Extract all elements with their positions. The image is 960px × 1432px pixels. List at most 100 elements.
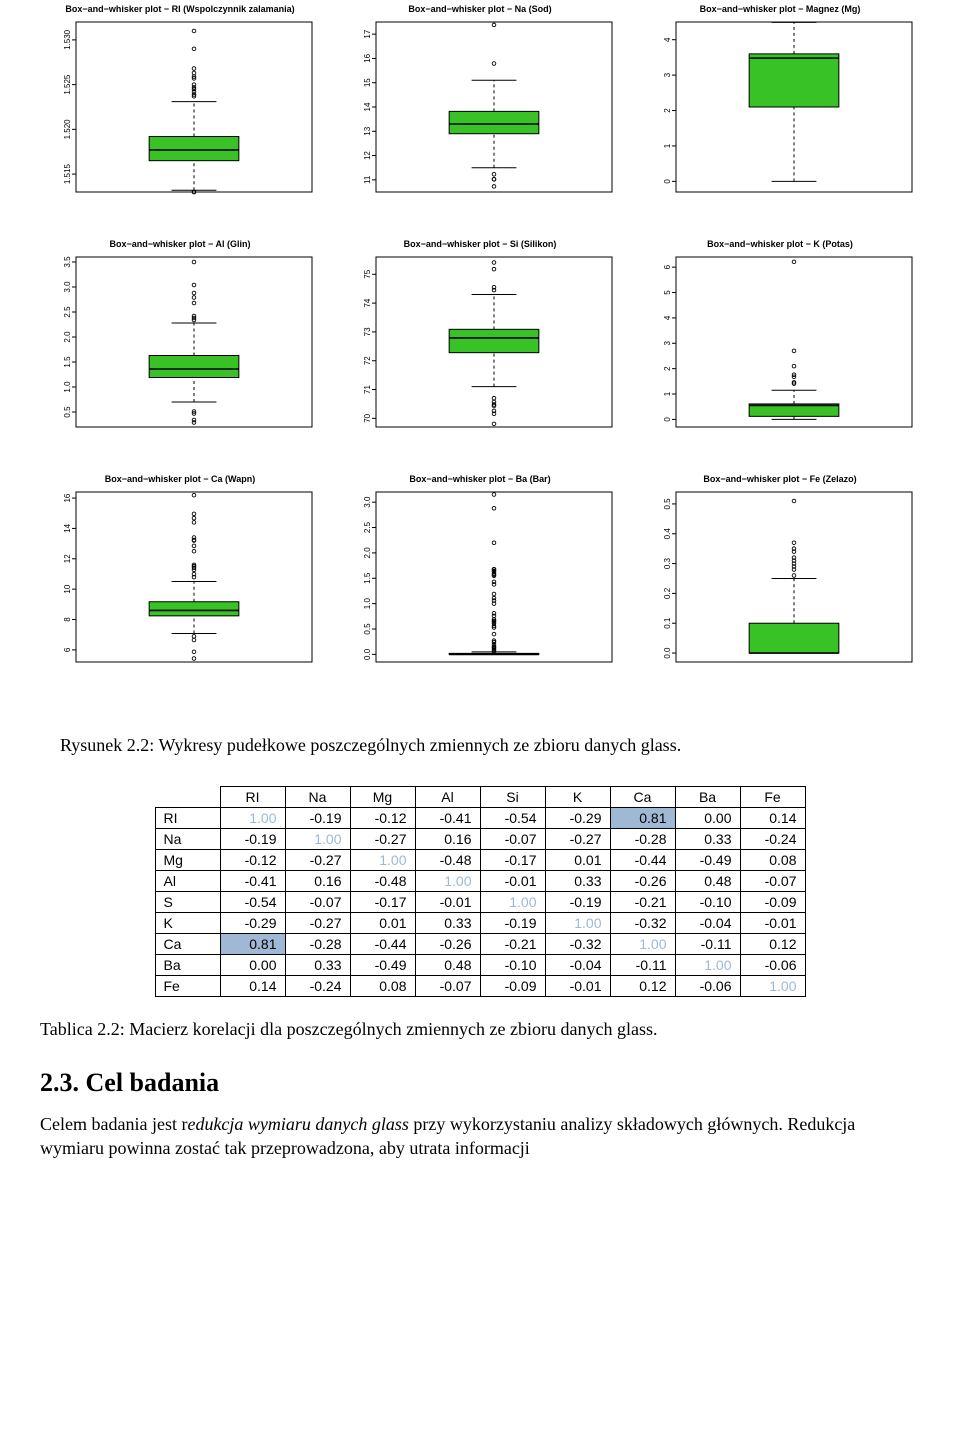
plot-tick-label: 1.0: [363, 598, 372, 610]
table-col-header: Mg: [350, 787, 415, 808]
plot-outlier: [492, 267, 496, 271]
plot-tick-label: 71: [363, 385, 372, 394]
table-cell: -0.17: [350, 892, 415, 913]
plot-outlier: [492, 422, 496, 426]
plot-tick-label: 2.0: [63, 331, 72, 343]
plot-tick-label: 0: [663, 417, 672, 422]
plot-outlier: [192, 283, 196, 287]
plot-tick-label: 0.4: [663, 528, 672, 540]
plot-outlier: [192, 544, 196, 548]
plot-tick-label: 70: [363, 413, 372, 422]
table-cell: -0.17: [480, 850, 545, 871]
plot-outlier: [192, 549, 196, 553]
plot-tick-label: 12: [63, 554, 72, 563]
table-row: RI1.00-0.19-0.12-0.41-0.54-0.290.810.000…: [155, 808, 805, 829]
table-cell: 1.00: [350, 850, 415, 871]
plot-title: Box−and−whisker plot − Na (Sod): [408, 4, 551, 14]
table-col-header: K: [545, 787, 610, 808]
table-cell: -0.41: [415, 808, 480, 829]
table-cell: -0.19: [285, 808, 350, 829]
table-header-row: RINaMgAlSiKCaBaFe: [155, 787, 805, 808]
table-cell: -0.49: [675, 850, 740, 871]
table-row-header: Ba: [155, 955, 220, 976]
plot-title: Box−and−whisker plot − K (Potas): [707, 239, 853, 249]
plot-tick-label: 0.5: [363, 623, 372, 635]
table-col-header: Ca: [610, 787, 675, 808]
table-cell: 0.12: [610, 976, 675, 997]
table-row-header: Ca: [155, 934, 220, 955]
plot-outlier: [492, 506, 496, 510]
plot-box: [449, 329, 539, 352]
plot-tick-label: 73: [363, 327, 372, 336]
table-col-header: RI: [220, 787, 285, 808]
table-row: Na-0.191.00-0.270.16-0.07-0.27-0.280.33-…: [155, 829, 805, 850]
table-cell: -0.07: [740, 871, 805, 892]
plot-outlier: [492, 580, 496, 584]
table-row: Fe0.14-0.240.08-0.07-0.09-0.010.12-0.061…: [155, 976, 805, 997]
table-row-header: K: [155, 913, 220, 934]
plot-tick-label: 0.5: [663, 498, 672, 510]
table-cell: -0.29: [220, 913, 285, 934]
table-cell: 0.14: [220, 976, 285, 997]
table-cell: 0.48: [675, 871, 740, 892]
plot-title: Box−and−whisker plot − Ba (Bar): [409, 474, 550, 484]
plot-tick-label: 74: [363, 298, 372, 307]
plot-tick-label: 2.5: [363, 521, 372, 533]
plot-outlier: [792, 574, 796, 578]
table-cell: -0.11: [675, 934, 740, 955]
table-cell: -0.32: [610, 913, 675, 934]
section-title: Cel badania: [86, 1068, 220, 1097]
table-row: Al-0.410.16-0.481.00-0.010.33-0.260.48-0…: [155, 871, 805, 892]
plot-title: Box−and−whisker plot − Magnez (Mg): [700, 4, 861, 14]
table-cell: -0.21: [480, 934, 545, 955]
plot-outlier: [192, 638, 196, 642]
table-col-header: Al: [415, 787, 480, 808]
plot-tick-label: 0.1: [663, 617, 672, 629]
table-cell: 0.16: [415, 829, 480, 850]
plot-box: [749, 54, 839, 107]
plot-title: Box−and−whisker plot − Fe (Zelazo): [703, 474, 856, 484]
plot-tick-label: 14: [363, 102, 372, 111]
table-col-header: Na: [285, 787, 350, 808]
table-cell: -0.06: [675, 976, 740, 997]
table-col-header: Ba: [675, 787, 740, 808]
plot-tick-label: 1.5: [363, 572, 372, 584]
table-cell: -0.07: [415, 976, 480, 997]
table-cell: -0.19: [545, 892, 610, 913]
table-cell: 0.48: [415, 955, 480, 976]
table-cell: -0.27: [285, 850, 350, 871]
plot-tick-label: 0.0: [663, 647, 672, 659]
table-row-header: Al: [155, 871, 220, 892]
paragraph-text-pre: Celem badania jest r: [40, 1114, 187, 1134]
table-cell: 0.16: [285, 871, 350, 892]
table-cell: -0.44: [350, 934, 415, 955]
table-corner: [155, 787, 220, 808]
table-cell: 0.33: [415, 913, 480, 934]
plot-outlier: [792, 499, 796, 503]
plot-outlier: [492, 632, 496, 636]
plot-outlier: [192, 512, 196, 516]
plot-outlier: [192, 657, 196, 661]
table-cell: 1.00: [480, 892, 545, 913]
plot-tick-label: 16: [363, 53, 372, 62]
plot-outlier: [492, 62, 496, 66]
boxplot-grid: Box−and−whisker plot − RI (Wspolczynnik …: [40, 0, 920, 675]
plot-frame: [76, 492, 312, 662]
table-cell: -0.54: [220, 892, 285, 913]
plot-outlier: [192, 260, 196, 264]
plot-outlier: [492, 592, 496, 596]
table-cell: -0.19: [480, 913, 545, 934]
plot-tick-label: 2: [663, 366, 672, 371]
paragraph-text-italic: edukcja wymiaru danych glass: [187, 1114, 408, 1134]
table-cell: 1.00: [415, 871, 480, 892]
table-cell: -0.10: [675, 892, 740, 913]
table-row-header: Fe: [155, 976, 220, 997]
table-cell: -0.29: [545, 808, 610, 829]
plot-tick-label: 4: [663, 37, 672, 42]
table-cell: -0.48: [415, 850, 480, 871]
plot-outlier: [492, 596, 496, 600]
table-row: K-0.29-0.270.010.33-0.191.00-0.32-0.04-0…: [155, 913, 805, 934]
plot-tick-label: 1: [663, 391, 672, 396]
plot-tick-label: 2.0: [363, 547, 372, 559]
plot-tick-label: 3.5: [63, 256, 72, 268]
